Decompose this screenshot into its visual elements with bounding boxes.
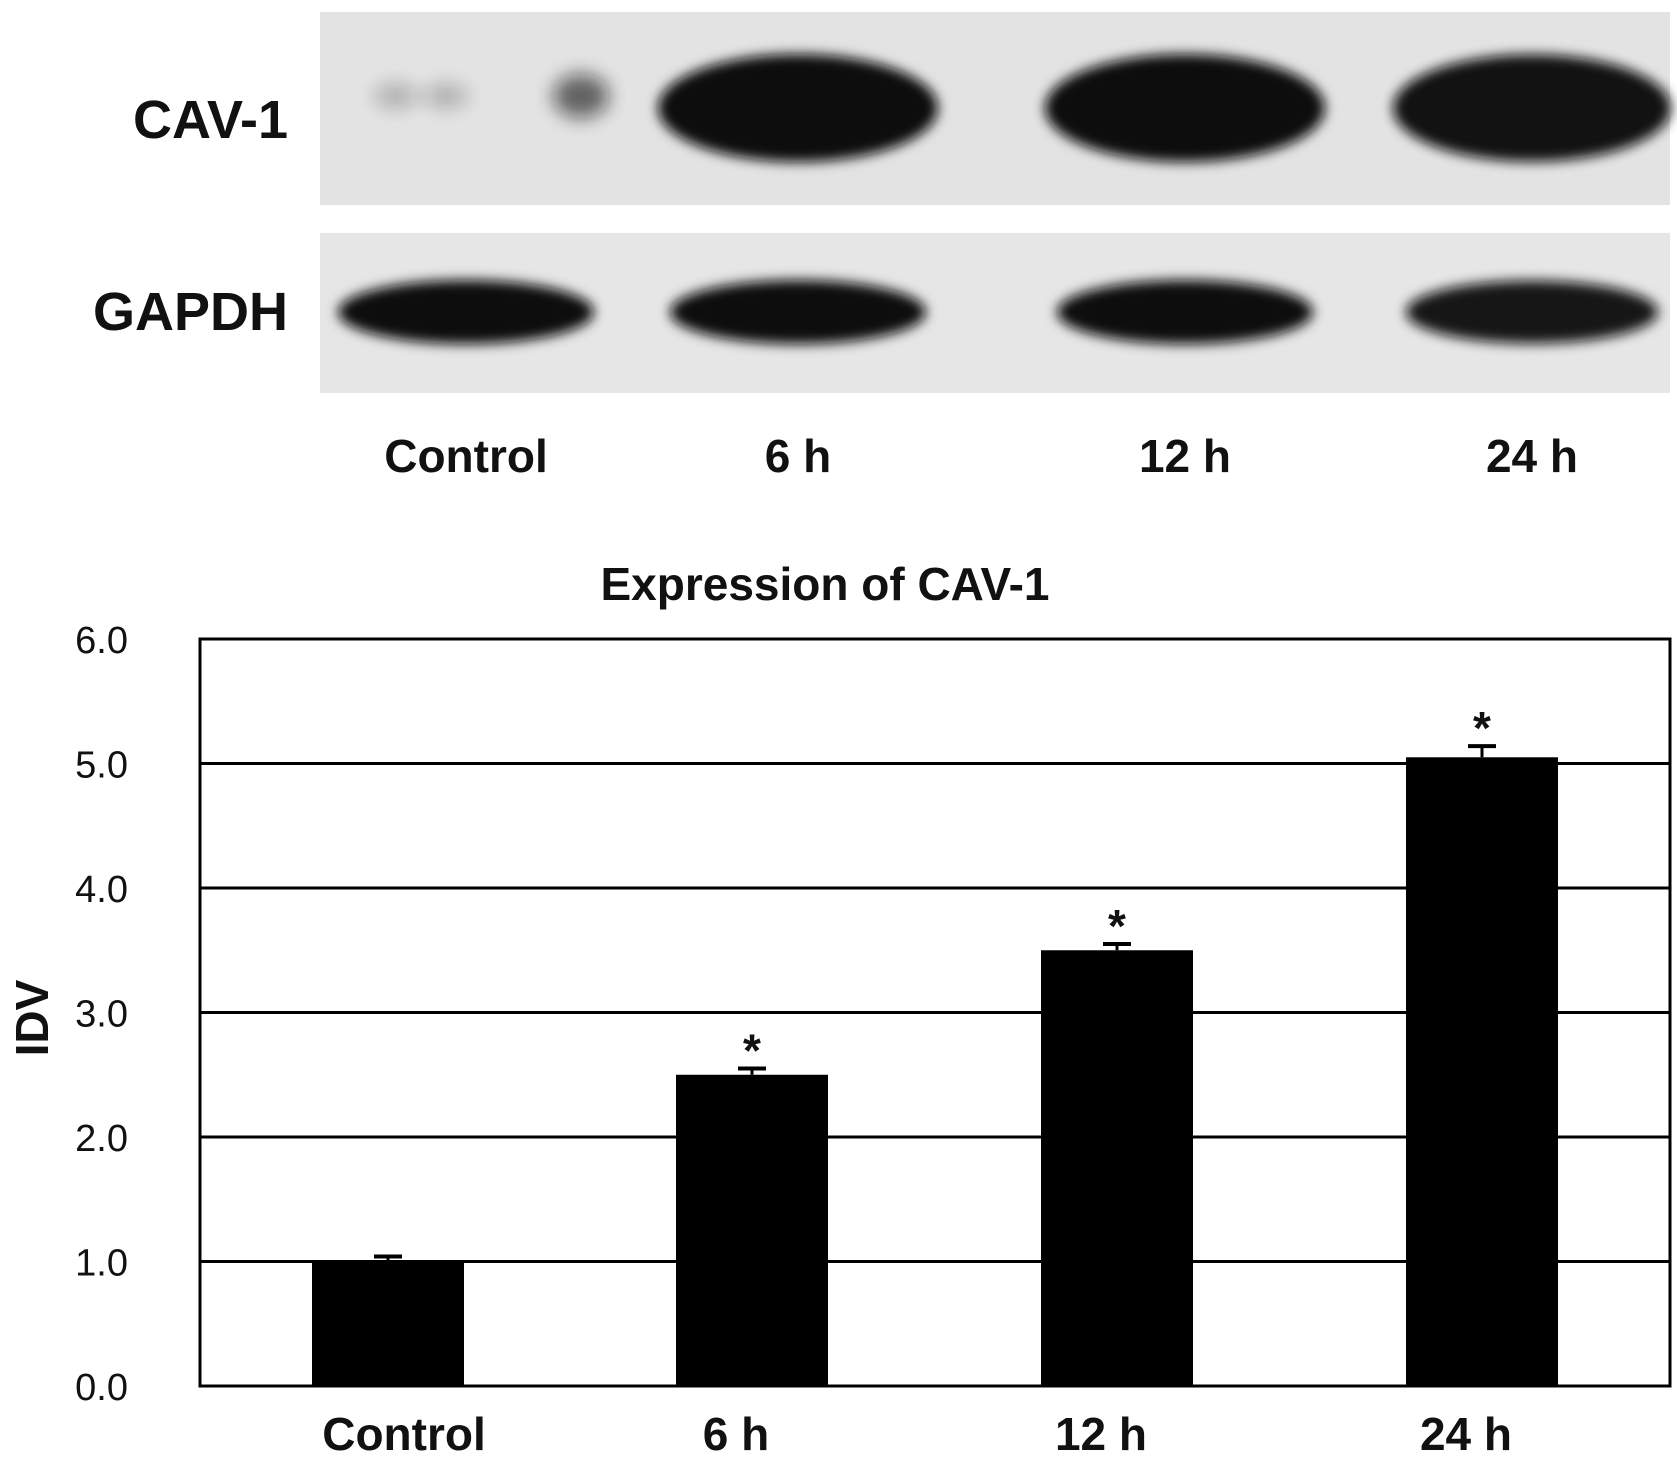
bar (676, 1074, 828, 1386)
bar (312, 1261, 464, 1386)
x-tick-labels: Control 6 h 12 h 24 h (322, 1408, 1512, 1460)
blot-band (1393, 54, 1671, 162)
blot-band-faint (374, 84, 418, 108)
y-tick-label: 0.0 (75, 1367, 128, 1409)
significance-marker: * (743, 1025, 761, 1077)
y-tick-label: 3.0 (75, 994, 128, 1036)
chart-title: Expression of CAV-1 (600, 558, 1049, 610)
y-tick-label: 1.0 (75, 1243, 128, 1285)
blot-band (1045, 54, 1325, 162)
x-tick-label: 6 h (703, 1408, 769, 1460)
blot-lane-label: 6 h (765, 430, 831, 482)
blot-band (1057, 280, 1313, 344)
bar (1406, 757, 1558, 1386)
blot-band (338, 280, 594, 344)
x-tick-label: 12 h (1055, 1408, 1147, 1460)
blot-lane-label: 12 h (1139, 430, 1231, 482)
significance-marker: * (1473, 702, 1491, 754)
y-axis-label: IDV (6, 979, 58, 1056)
significance-marker: * (1108, 900, 1126, 952)
bar-chart: Expression of CAV-1 IDV * * * 0.0 1.0 2.0 3.0… (6, 558, 1672, 1460)
error-bar (1103, 942, 1131, 951)
blot-band (670, 280, 926, 344)
y-tick-label: 4.0 (75, 869, 128, 911)
x-tick-label: 24 h (1420, 1408, 1512, 1460)
y-tick-labels: 0.0 1.0 2.0 3.0 4.0 5.0 6.0 (75, 620, 128, 1409)
bars (312, 757, 1558, 1386)
blot-lane-label: 24 h (1486, 430, 1578, 482)
y-tick-label: 6.0 (75, 620, 128, 662)
blot-band (658, 54, 938, 162)
western-blot-panel: CAV-1 GAPDH Control 6 h 12 h 24 h (93, 12, 1671, 482)
y-tick-label: 5.0 (75, 745, 128, 787)
x-tick-label: Control (322, 1408, 486, 1460)
blot-row-label-gapdh: GAPDH (93, 282, 288, 342)
blot-bands (338, 54, 1671, 344)
error-bar (374, 1254, 402, 1262)
blot-band-faint (553, 74, 609, 118)
blot-lane-label: Control (384, 430, 548, 482)
error-bar (738, 1066, 766, 1075)
plot-frame (198, 637, 1672, 1388)
significance-marks: * * * (743, 702, 1491, 1076)
blot-row-label-cav1: CAV-1 (133, 90, 288, 150)
error-bars (374, 744, 1496, 1262)
error-bar (1468, 744, 1496, 758)
bar (1041, 950, 1193, 1386)
blot-band-faint (424, 84, 468, 108)
blot-band (1405, 280, 1659, 344)
y-tick-label: 2.0 (75, 1118, 128, 1160)
